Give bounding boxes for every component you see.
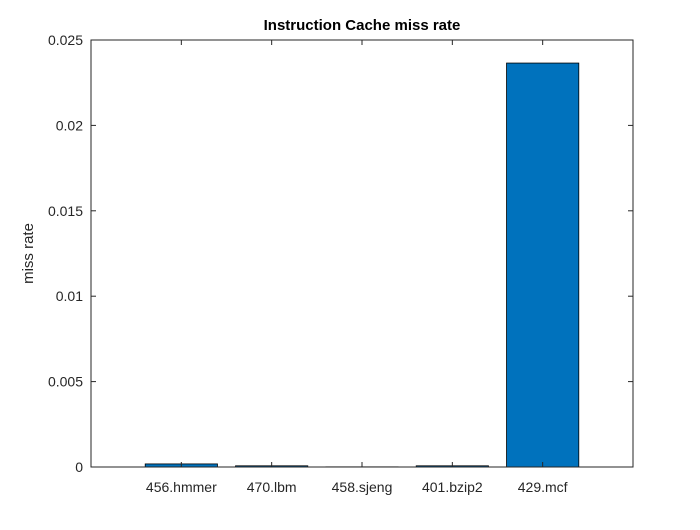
chart-title: Instruction Cache miss rate xyxy=(264,17,461,34)
x-tick-label: 401.bzip2 xyxy=(422,479,483,495)
y-tick-label: 0.02 xyxy=(56,117,83,133)
x-tick-labels: 456.hmmer 470.lbm 458.sjeng 401.bzip2 429.mc… xyxy=(146,479,568,495)
x-tick-label: 458.sjeng xyxy=(332,479,393,495)
y-tick-label: 0.005 xyxy=(48,374,83,390)
y-tick-label: 0 xyxy=(75,459,83,475)
x-tick-label: 470.lbm xyxy=(247,479,297,495)
y-tick-label: 0.015 xyxy=(48,203,83,219)
x-tick-label: 456.hmmer xyxy=(146,479,217,495)
y-tick-label: 0.025 xyxy=(48,32,83,48)
y-tick-labels: 0 0.005 0.01 0.015 0.02 0.025 xyxy=(48,32,83,475)
y-axis-label: miss rate xyxy=(20,223,37,284)
x-tick-label: 429.mcf xyxy=(518,479,568,495)
bar-429-mcf xyxy=(507,63,579,467)
y-tick-label: 0.01 xyxy=(56,288,83,304)
